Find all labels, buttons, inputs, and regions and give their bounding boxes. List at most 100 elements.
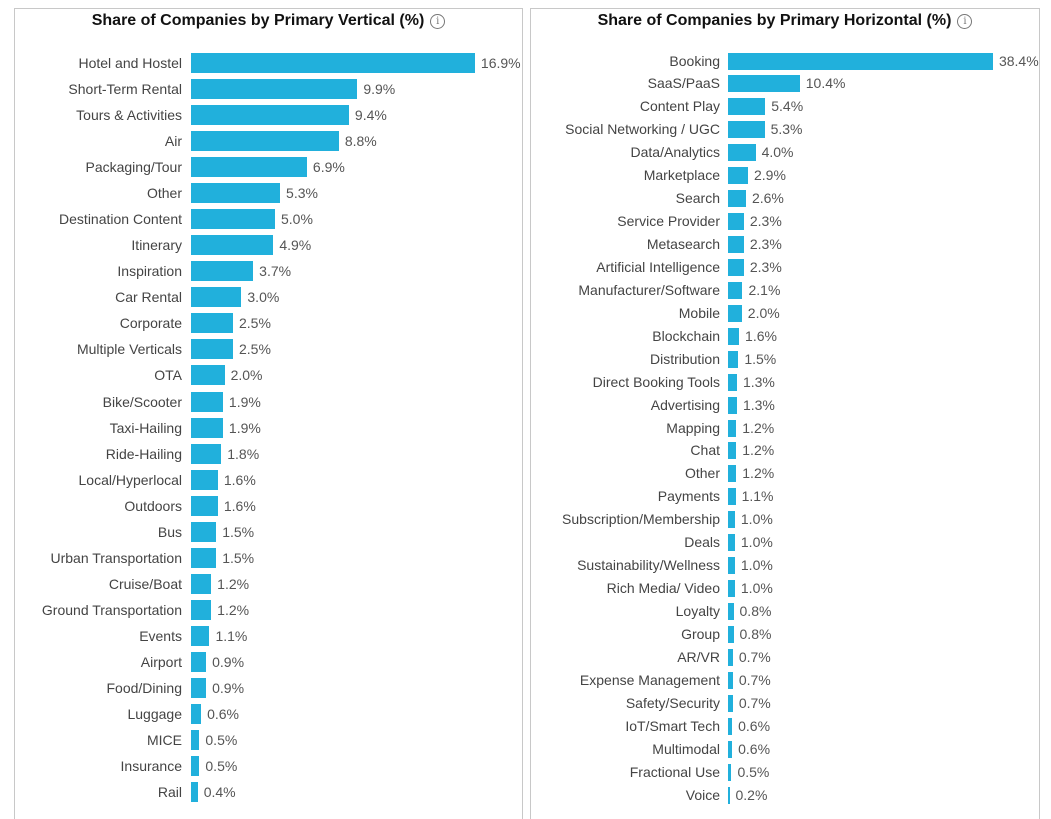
- bar-row[interactable]: Payments 1.1%: [531, 488, 1039, 506]
- info-icon[interactable]: i: [430, 14, 446, 29]
- bar[interactable]: [191, 651, 207, 672]
- bar[interactable]: [728, 52, 993, 70]
- bar-row[interactable]: Social Networking / UGC 5.3%: [531, 121, 1039, 139]
- bar[interactable]: [191, 469, 218, 490]
- bar-row[interactable]: Data/Analytics 4.0%: [531, 144, 1039, 162]
- bar[interactable]: [728, 327, 740, 345]
- bar[interactable]: [728, 281, 743, 299]
- bar-row[interactable]: Urban Transportation 1.5%: [15, 547, 522, 568]
- bar-row[interactable]: Marketplace 2.9%: [531, 167, 1039, 185]
- bar-row[interactable]: OTA 2.0%: [15, 365, 522, 386]
- bar-row[interactable]: Insurance 0.5%: [15, 756, 522, 777]
- bar-row[interactable]: Distribution 1.5%: [531, 350, 1039, 368]
- bar[interactable]: [728, 694, 733, 712]
- bar[interactable]: [728, 671, 733, 689]
- bar[interactable]: [191, 573, 212, 594]
- bar[interactable]: [191, 79, 358, 100]
- bar[interactable]: [191, 521, 217, 542]
- bar[interactable]: [191, 261, 254, 282]
- bar-row[interactable]: Subscription/Membership 1.0%: [531, 511, 1039, 529]
- bar-row[interactable]: Airport 0.9%: [15, 651, 522, 672]
- bar-row[interactable]: Loyalty 0.8%: [531, 603, 1039, 621]
- bar-row[interactable]: Blockchain 1.6%: [531, 327, 1039, 345]
- bar-row[interactable]: Multiple Verticals 2.5%: [15, 339, 522, 360]
- bar[interactable]: [728, 190, 746, 208]
- bar-row[interactable]: Sustainability/Wellness 1.0%: [531, 557, 1039, 575]
- bar[interactable]: [728, 488, 736, 506]
- bar-row[interactable]: Luggage 0.6%: [15, 704, 522, 724]
- bar-row[interactable]: Chat 1.2%: [531, 442, 1039, 460]
- bar-row[interactable]: Events 1.1%: [15, 625, 522, 646]
- bar[interactable]: [728, 167, 748, 185]
- bar[interactable]: [191, 730, 200, 751]
- bar-row[interactable]: Other 1.2%: [531, 465, 1039, 483]
- bar[interactable]: [191, 313, 233, 334]
- bar[interactable]: [191, 183, 281, 204]
- bar[interactable]: [191, 157, 307, 178]
- bar-row[interactable]: Itinerary 4.9%: [15, 235, 522, 256]
- bar-row[interactable]: Content Play 5.4%: [531, 98, 1039, 116]
- bar[interactable]: [191, 625, 210, 646]
- bar-row[interactable]: Safety/Security 0.7%: [531, 694, 1039, 712]
- bar[interactable]: [728, 763, 732, 781]
- bar[interactable]: [728, 304, 742, 322]
- bar[interactable]: [191, 599, 212, 620]
- bar-row[interactable]: IoT/Smart Tech 0.6%: [531, 717, 1039, 735]
- bar-row[interactable]: Car Rental 3.0%: [15, 287, 522, 308]
- bar[interactable]: [191, 391, 223, 412]
- bar[interactable]: [728, 603, 734, 621]
- bar[interactable]: [728, 258, 744, 276]
- bar-row[interactable]: Mapping 1.2%: [531, 419, 1039, 437]
- bar-row[interactable]: Packaging/Tour 6.9%: [15, 157, 522, 178]
- bar[interactable]: [728, 419, 737, 437]
- bar-row[interactable]: Other 5.3%: [15, 183, 522, 204]
- bar-row[interactable]: Bike/Scooter 1.9%: [15, 391, 522, 412]
- bar-row[interactable]: Booking 38.4%: [531, 52, 1039, 70]
- bar-row[interactable]: Search 2.6%: [531, 190, 1039, 208]
- bar-row[interactable]: Local/Hyperlocal 1.6%: [15, 469, 522, 490]
- bar[interactable]: [728, 442, 737, 460]
- bar-row[interactable]: Multimodal 0.6%: [531, 740, 1039, 758]
- bar-row[interactable]: Hotel and Hostel 16.9%: [15, 53, 522, 73]
- bar-row[interactable]: Fractional Use 0.5%: [531, 763, 1039, 781]
- bar[interactable]: [728, 557, 735, 575]
- bar[interactable]: [191, 547, 217, 568]
- bar[interactable]: [728, 626, 734, 643]
- bar-row[interactable]: Service Provider 2.3%: [531, 213, 1039, 231]
- bar[interactable]: [191, 209, 275, 230]
- bar[interactable]: [728, 98, 766, 116]
- bar[interactable]: [728, 121, 765, 139]
- bar[interactable]: [728, 717, 733, 735]
- bar[interactable]: [191, 53, 475, 73]
- bar-row[interactable]: Cruise/Boat 1.2%: [15, 573, 522, 594]
- bar-row[interactable]: Air 8.8%: [15, 131, 522, 152]
- bar-row[interactable]: Direct Booking Tools 1.3%: [531, 373, 1039, 391]
- bar-row[interactable]: Mobile 2.0%: [531, 304, 1039, 322]
- bar[interactable]: [191, 704, 202, 724]
- bar-row[interactable]: Outdoors 1.6%: [15, 495, 522, 516]
- bar[interactable]: [728, 580, 735, 598]
- bar[interactable]: [728, 534, 735, 552]
- bar[interactable]: [191, 105, 349, 126]
- bar-row[interactable]: Advertising 1.3%: [531, 396, 1039, 414]
- bar[interactable]: [728, 350, 739, 368]
- bar-row[interactable]: Metasearch 2.3%: [531, 236, 1039, 254]
- bar-row[interactable]: Expense Management 0.7%: [531, 671, 1039, 689]
- bar[interactable]: [191, 235, 274, 256]
- bar-row[interactable]: MICE 0.5%: [15, 730, 522, 751]
- bar-row[interactable]: SaaS/PaaS 10.4%: [531, 75, 1039, 93]
- bar-row[interactable]: Destination Content 5.0%: [15, 209, 522, 230]
- bar[interactable]: [728, 213, 744, 231]
- bar-row[interactable]: Tours & Activities 9.4%: [15, 105, 522, 126]
- bar-row[interactable]: Corporate 2.5%: [15, 313, 522, 334]
- bar[interactable]: [191, 443, 222, 464]
- bar[interactable]: [728, 465, 737, 483]
- bar-row[interactable]: Ground Transportation 1.2%: [15, 599, 522, 620]
- bar[interactable]: [191, 495, 218, 516]
- bar-row[interactable]: Ride-Hailing 1.8%: [15, 443, 522, 464]
- bar-row[interactable]: Rail 0.4%: [15, 782, 522, 803]
- bar[interactable]: [191, 365, 225, 386]
- bar[interactable]: [728, 786, 730, 804]
- bar-row[interactable]: Deals 1.0%: [531, 534, 1039, 552]
- bar[interactable]: [728, 236, 744, 254]
